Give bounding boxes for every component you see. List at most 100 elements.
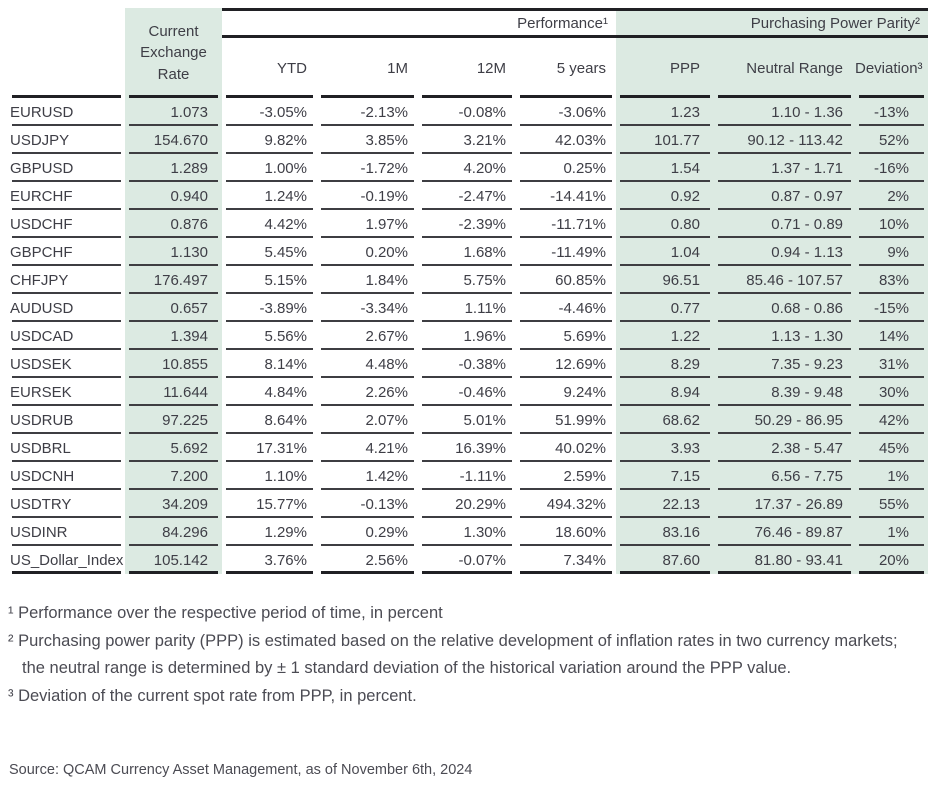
range-cell: 0.71 - 0.89 xyxy=(714,210,855,238)
rate-cell: 10.855 xyxy=(125,350,222,378)
table-row: USDJPY 154.670 9.82% 3.85% 3.21% 42.03% 101.77… xyxy=(8,126,928,154)
pair-cell: USDCHF xyxy=(8,210,125,238)
12m-cell: 4.20% xyxy=(418,154,516,182)
5y-cell: 0.25% xyxy=(516,154,616,182)
pair-cell: US_Dollar_Index xyxy=(8,546,125,574)
performance-group-header: Performance¹ xyxy=(222,8,616,38)
12m-cell: -0.08% xyxy=(418,98,516,126)
pair-cell: GBPUSD xyxy=(8,154,125,182)
rate-cell: 84.296 xyxy=(125,518,222,546)
footnote-deviation: ³ Deviation of the current spot rate fro… xyxy=(8,686,417,705)
ppp-cell: 8.94 xyxy=(616,378,714,406)
ytd-cell: 1.10% xyxy=(222,462,317,490)
deviation-cell: 1% xyxy=(855,518,928,546)
ppp-cell: 68.62 xyxy=(616,406,714,434)
pair-cell: USDJPY xyxy=(8,126,125,154)
column-header-5years: 5 years xyxy=(516,38,616,98)
ytd-cell: 4.42% xyxy=(222,210,317,238)
corner-spacer-cell xyxy=(8,8,125,98)
pair-cell: USDCAD xyxy=(8,322,125,350)
table-row: EURUSD 1.073 -3.05% -2.13% -0.08% -3.06% 1.23 1… xyxy=(8,98,928,126)
footnote-performance: ¹ Performance over the respective period… xyxy=(8,604,443,622)
deviation-cell: 1% xyxy=(855,462,928,490)
range-cell: 81.80 - 93.41 xyxy=(714,546,855,574)
12m-cell: 5.75% xyxy=(418,266,516,294)
12m-cell: 5.01% xyxy=(418,406,516,434)
column-header-ytd: YTD xyxy=(222,38,317,98)
1m-cell: 3.85% xyxy=(317,126,418,154)
footnote-ppp: ² Purchasing power parity (PPP) is estim… xyxy=(8,631,898,678)
table-row: US_Dollar_Index 105.142 3.76% 2.56% -0.07% 7.… xyxy=(8,546,928,574)
5y-cell: 60.85% xyxy=(516,266,616,294)
1m-cell: 1.42% xyxy=(317,462,418,490)
table-row: USDSEK 10.855 8.14% 4.48% -0.38% 12.69% 8.29 7.… xyxy=(8,350,928,378)
ytd-cell: 5.15% xyxy=(222,266,317,294)
12m-cell: -0.07% xyxy=(418,546,516,574)
pair-cell: USDSEK xyxy=(8,350,125,378)
5y-cell: 494.32% xyxy=(516,490,616,518)
table-row: USDTRY 34.209 15.77% -0.13% 20.29% 494.32% 22.… xyxy=(8,490,928,518)
1m-cell: -2.13% xyxy=(317,98,418,126)
deviation-cell: 2% xyxy=(855,182,928,210)
ppp-cell: 96.51 xyxy=(616,266,714,294)
1m-cell: 2.26% xyxy=(317,378,418,406)
deviation-cell: 45% xyxy=(855,434,928,462)
range-cell: 8.39 - 9.48 xyxy=(714,378,855,406)
column-header-12m: 12M xyxy=(418,38,516,98)
pair-cell: USDCNH xyxy=(8,462,125,490)
1m-cell: 1.84% xyxy=(317,266,418,294)
table-row: USDINR 84.296 1.29% 0.29% 1.30% 18.60% 83.16 76… xyxy=(8,518,928,546)
ppp-cell: 7.15 xyxy=(616,462,714,490)
range-cell: 2.38 - 5.47 xyxy=(714,434,855,462)
1m-cell: 4.48% xyxy=(317,350,418,378)
ppp-cell: 83.16 xyxy=(616,518,714,546)
5y-cell: 5.69% xyxy=(516,322,616,350)
5y-cell: -4.46% xyxy=(516,294,616,322)
rate-cell: 0.940 xyxy=(125,182,222,210)
pair-cell: USDTRY xyxy=(8,490,125,518)
1m-cell: 2.67% xyxy=(317,322,418,350)
fx-table-body: EURUSD 1.073 -3.05% -2.13% -0.08% -3.06% 1.23 1… xyxy=(8,98,928,574)
12m-cell: -2.47% xyxy=(418,182,516,210)
12m-cell: 1.30% xyxy=(418,518,516,546)
1m-cell: 4.21% xyxy=(317,434,418,462)
ppp-cell: 22.13 xyxy=(616,490,714,518)
rate-cell: 1.130 xyxy=(125,238,222,266)
table-row: EURSEK 11.644 4.84% 2.26% -0.46% 9.24% 8.94 8.3… xyxy=(8,378,928,406)
range-cell: 1.10 - 1.36 xyxy=(714,98,855,126)
1m-cell: 1.97% xyxy=(317,210,418,238)
pair-cell: CHFJPY xyxy=(8,266,125,294)
rate-cell: 154.670 xyxy=(125,126,222,154)
range-cell: 85.46 - 107.57 xyxy=(714,266,855,294)
column-header-neutral-range: Neutral Range xyxy=(714,38,855,98)
ytd-cell: 9.82% xyxy=(222,126,317,154)
ppp-cell: 101.77 xyxy=(616,126,714,154)
12m-cell: 3.21% xyxy=(418,126,516,154)
fx-table: Current Exchange Rate Performance¹ Purch… xyxy=(8,8,928,574)
deviation-cell: 83% xyxy=(855,266,928,294)
12m-cell: -0.46% xyxy=(418,378,516,406)
range-cell: 90.12 - 113.42 xyxy=(714,126,855,154)
table-row: USDCAD 1.394 5.56% 2.67% 1.96% 5.69% 1.22 1.13 … xyxy=(8,322,928,350)
ytd-cell: 8.64% xyxy=(222,406,317,434)
deviation-cell: 10% xyxy=(855,210,928,238)
deviation-cell: 42% xyxy=(855,406,928,434)
rate-cell: 11.644 xyxy=(125,378,222,406)
deviation-cell: 52% xyxy=(855,126,928,154)
ytd-cell: 1.29% xyxy=(222,518,317,546)
1m-cell: 2.56% xyxy=(317,546,418,574)
pair-cell: USDBRL xyxy=(8,434,125,462)
rate-cell: 1.289 xyxy=(125,154,222,182)
pair-cell: GBPCHF xyxy=(8,238,125,266)
12m-cell: -2.39% xyxy=(418,210,516,238)
range-cell: 0.87 - 0.97 xyxy=(714,182,855,210)
12m-cell: -1.11% xyxy=(418,462,516,490)
rate-cell: 7.200 xyxy=(125,462,222,490)
ppp-cell: 8.29 xyxy=(616,350,714,378)
pair-cell: EURCHF xyxy=(8,182,125,210)
range-cell: 1.37 - 1.71 xyxy=(714,154,855,182)
12m-cell: 20.29% xyxy=(418,490,516,518)
ytd-cell: -3.89% xyxy=(222,294,317,322)
deviation-cell: -13% xyxy=(855,98,928,126)
